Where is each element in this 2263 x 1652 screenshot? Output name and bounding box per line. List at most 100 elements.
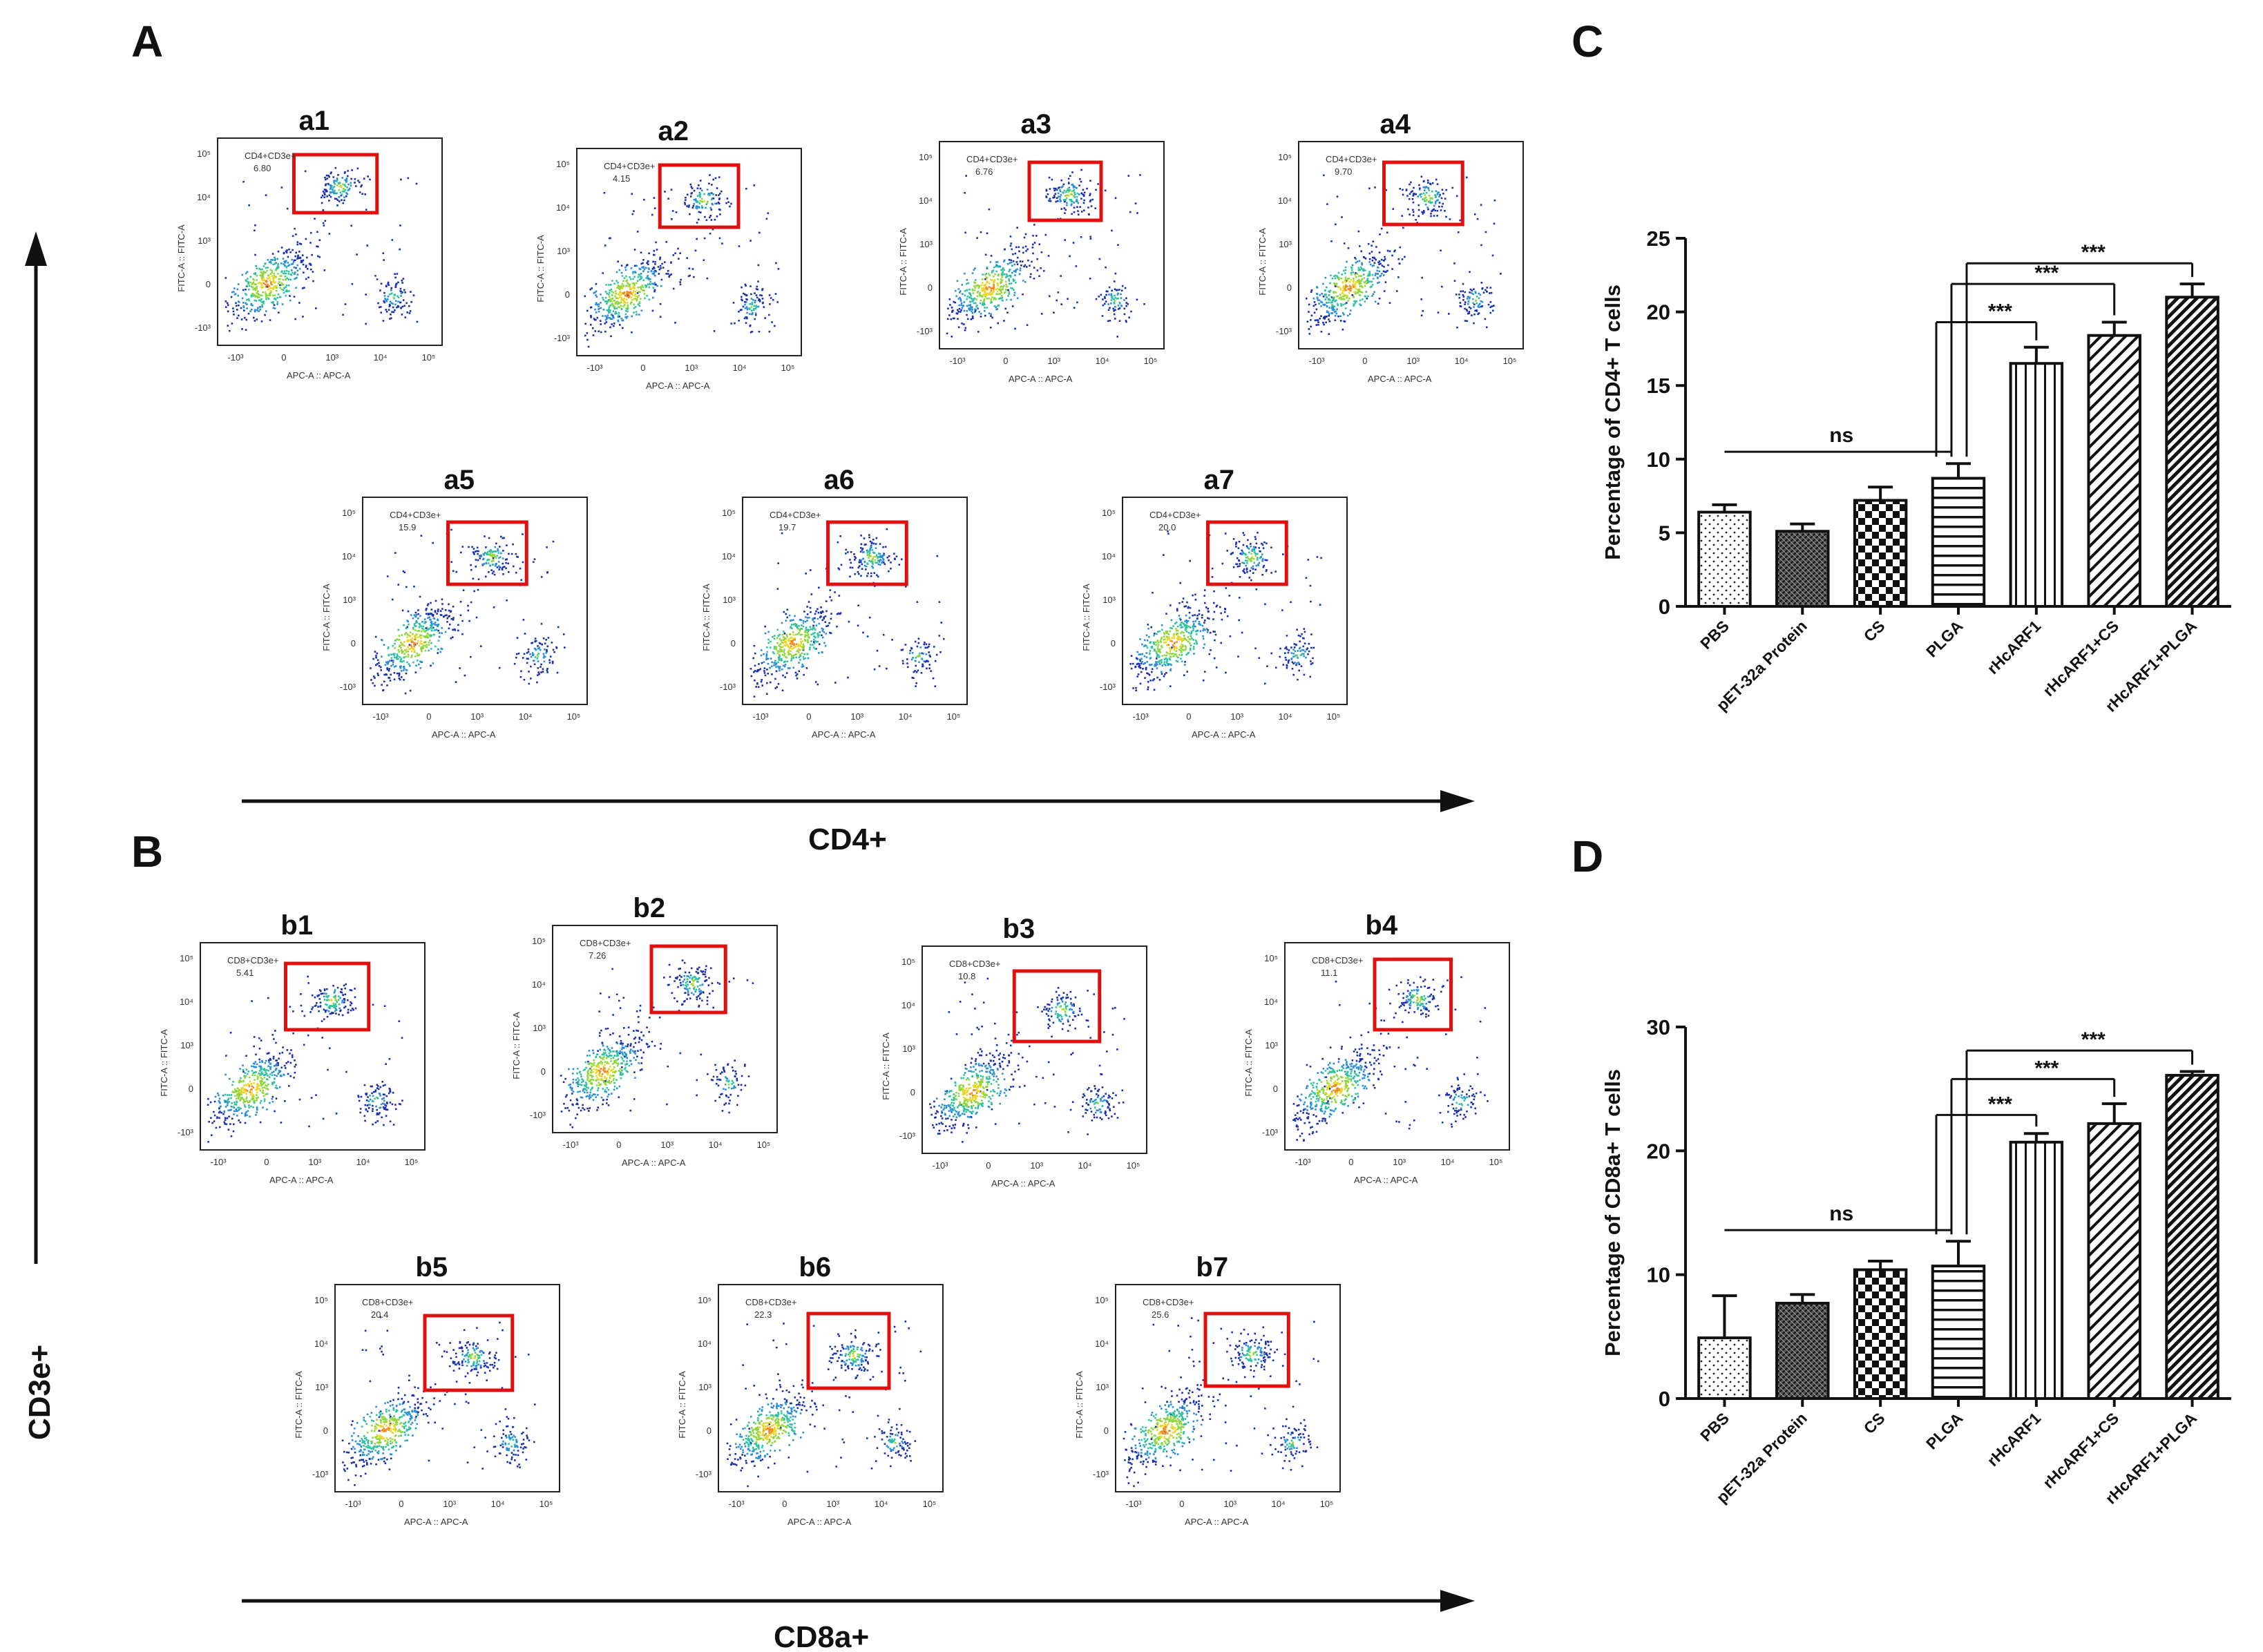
flow-b3-title: b3 — [1002, 914, 1035, 944]
flow-a3-gate-label: CD4+CD3e+ — [966, 154, 1018, 164]
flow-b3-ytick: 10⁵ — [901, 957, 915, 967]
flow-b7-frame — [1115, 1284, 1341, 1492]
flow-a3-frame — [939, 141, 1165, 349]
flow-b1-title: b1 — [280, 910, 313, 941]
flow-b4-ytick: -10³ — [1262, 1127, 1279, 1137]
flow-b3-xtick: 10³ — [1030, 1160, 1043, 1171]
flow-b2-scatter — [560, 959, 754, 1128]
flow-b6-xtick: 10⁵ — [923, 1499, 937, 1509]
flow-a5-frame — [362, 497, 588, 705]
flow-a2-xlabel: APC-A :: APC-A — [646, 381, 710, 391]
bar-rHcARF1+PLGA — [2165, 1073, 2219, 1400]
flow-b5-gate-box — [423, 1314, 515, 1392]
flow-a2-title: a2 — [658, 116, 689, 146]
flow-b4-xtick: 10³ — [1393, 1157, 1406, 1167]
y-tick-label: 5 — [1659, 521, 1670, 545]
flow-b7-ylabel: FITC-A :: FITC-A — [1074, 1371, 1085, 1439]
flow-a2-panel: a2 CD4+CD3e+ 4.15 -10³ 0 10³ 10⁴ 10⁵ -10³ 0 10³ 10⁴… — [535, 116, 802, 391]
flow-a1-xlabel: APC-A :: APC-A — [287, 370, 351, 381]
bar-pET-32a Protein — [1775, 1301, 1830, 1400]
flow-a6-panel: a6 CD4+CD3e+ 19.7 -10³ 0 10³ 10⁴ 10⁵ -10³ 0 10³ 10⁴… — [701, 465, 968, 740]
flow-a3-gate-box — [1027, 160, 1103, 222]
flow-a4-ytick: 0 — [1287, 282, 1292, 293]
flow-a7-panel: a7 CD4+CD3e+ 20.0 -10³ 0 10³ 10⁴ 10⁵ -10³ 0 10³ 10⁴… — [1081, 465, 1348, 740]
flow-a6-xtick: 10³ — [850, 711, 863, 722]
flow-a2-ytick: 10³ — [557, 246, 570, 256]
flow-b5-xlabel: APC-A :: APC-A — [404, 1517, 468, 1527]
flow-a4-xtick: -10³ — [1308, 356, 1325, 366]
cd4-axis-arrow — [242, 790, 1475, 812]
flow-b5-ytick: 10⁴ — [314, 1338, 328, 1349]
flow-b7-title: b7 — [1196, 1252, 1228, 1283]
flow-a5-xtick: 0 — [426, 711, 431, 722]
flow-b1-xlabel: APC-A :: APC-A — [269, 1175, 334, 1185]
flow-b3-ytick: 0 — [910, 1087, 915, 1097]
flow-b3-xtick: 0 — [986, 1160, 991, 1171]
flow-b1-ytick: 10³ — [180, 1040, 193, 1050]
flow-a6-gate-label: CD4+CD3e+ — [770, 510, 821, 520]
flow-a3-ylabel: FITC-A :: FITC-A — [898, 228, 908, 296]
flow-a7-ytick: 0 — [1111, 638, 1116, 649]
flow-b3-frame — [922, 945, 1147, 1154]
flow-a4-xtick: 10³ — [1406, 356, 1420, 366]
y-tick-label: 0 — [1659, 1387, 1670, 1411]
flow-b7-ytick: 0 — [1104, 1425, 1109, 1436]
flow-b4-gate-box — [1373, 957, 1453, 1032]
flow-a3-xtick: 10⁴ — [1096, 356, 1109, 366]
flow-b3-ytick: -10³ — [899, 1131, 916, 1141]
flow-b6-ytick: 10⁴ — [698, 1338, 712, 1349]
y-axis-title: Percentage of CD4+ T cells — [1601, 285, 1625, 560]
flow-b4-ytick: 10³ — [1265, 1040, 1278, 1050]
flow-b4-xtick: 10⁴ — [1441, 1157, 1455, 1167]
flow-b6-gate-label: CD8+CD3e+ — [745, 1297, 796, 1307]
flow-a7-scatter — [1129, 530, 1322, 691]
panel-label-b: B — [131, 827, 163, 876]
flow-b7-xtick: -10³ — [1125, 1499, 1142, 1509]
flow-b4-xlabel: APC-A :: APC-A — [1354, 1175, 1418, 1185]
flow-a3-title: a3 — [1021, 109, 1052, 140]
flow-b3-gate-value: 10.8 — [958, 971, 975, 981]
flow-b4-xtick: 0 — [1348, 1157, 1353, 1167]
flow-a3-ytick: 0 — [928, 282, 933, 293]
flow-a2-ytick: 10⁴ — [556, 202, 570, 213]
flow-a7-xtick: -10³ — [1132, 711, 1149, 722]
flow-b2-xtick: 10³ — [660, 1140, 674, 1150]
flow-b6-ytick: 10⁵ — [698, 1295, 712, 1305]
flow-b1-frame — [200, 942, 426, 1151]
flow-a7-xtick: 10⁴ — [1279, 711, 1292, 722]
flow-a5-title: a5 — [444, 465, 475, 495]
flow-a5-scatter — [370, 528, 566, 695]
flow-b1-xtick: 10⁵ — [405, 1157, 419, 1167]
bar-PLGA — [1931, 1265, 1986, 1400]
flow-a4-ylabel: FITC-A :: FITC-A — [1257, 228, 1268, 296]
flow-a6-frame — [742, 497, 968, 705]
flow-a6-ylabel: FITC-A :: FITC-A — [701, 584, 712, 651]
flow-b5-ytick: 10³ — [315, 1382, 328, 1392]
x-tick-label: PBS — [1697, 617, 1732, 653]
flow-a5-ytick: 10³ — [343, 595, 356, 605]
bar-rHcARF1+PLGA — [2165, 296, 2219, 608]
flow-b4-gate-label: CD8+CD3e+ — [1312, 955, 1363, 966]
flow-cytometry-panels: a1 CD4+CD3e+ 6.80 -10³ 0 10³ 10⁴ 10⁵ -10³ 0 10³ 10⁴… — [159, 106, 1524, 1527]
flow-b1-xtick: 10⁴ — [356, 1157, 370, 1167]
flow-a4-xlabel: APC-A :: APC-A — [1368, 374, 1432, 384]
flow-a1-ytick: 0 — [206, 279, 211, 289]
flow-a5-ytick: 10⁴ — [342, 551, 356, 561]
flow-a6-xtick: 10⁵ — [947, 711, 961, 722]
flow-b2-gate-label: CD8+CD3e+ — [580, 938, 631, 948]
flow-a7-ylabel: FITC-A :: FITC-A — [1081, 584, 1091, 651]
flow-a1-gate-box — [292, 153, 379, 215]
flow-b1-gate-label: CD8+CD3e+ — [227, 955, 278, 966]
x-tick-label: PBS — [1697, 1409, 1732, 1445]
flow-b1-ytick: -10³ — [178, 1127, 194, 1137]
flow-a1-ylabel: FITC-A :: FITC-A — [176, 224, 187, 292]
flow-a6-xtick: 10⁴ — [899, 711, 913, 722]
sig-label-ns: ns — [1829, 424, 1853, 447]
sig-label: *** — [2081, 1028, 2106, 1051]
flow-a1-ytick: 10³ — [198, 236, 211, 246]
flow-b6-xtick: 10⁴ — [875, 1499, 888, 1509]
flow-b6-ylabel: FITC-A :: FITC-A — [677, 1371, 687, 1439]
flow-b1-scatter — [207, 974, 403, 1143]
flow-b6-xtick: 0 — [782, 1499, 787, 1509]
